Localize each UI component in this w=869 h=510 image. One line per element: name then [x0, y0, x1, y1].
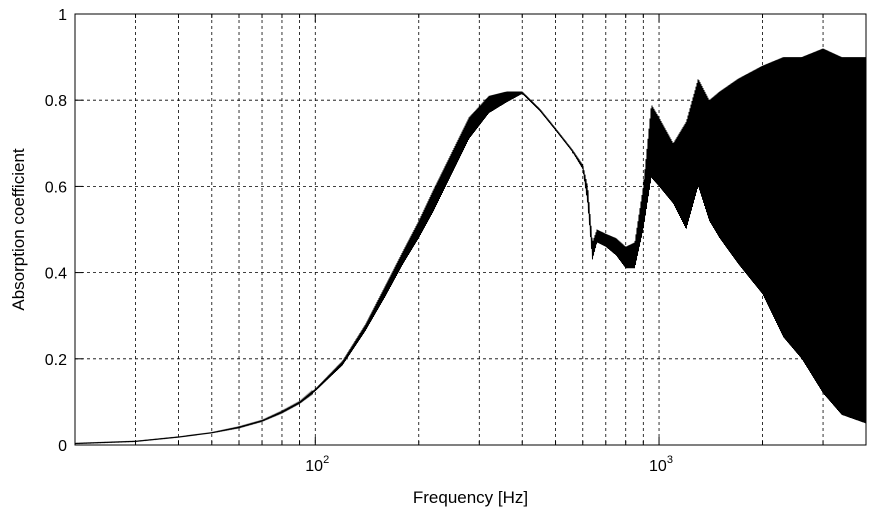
- series-group: [74, 48, 867, 445]
- y-tick-labels: 0 0.2 0.4 0.6 0.8 1: [45, 7, 67, 455]
- x-tick-labels: 102 103: [305, 454, 673, 475]
- y-tick-label: 1: [58, 7, 67, 24]
- absorption-series-line: [74, 48, 867, 445]
- x-tick-label: 102: [305, 454, 329, 475]
- y-tick-label: 0.2: [45, 352, 67, 369]
- y-tick-label: 0.6: [45, 179, 67, 196]
- y-axis-label: Absorption coefficient: [9, 148, 28, 311]
- y-tick-label: 0.8: [45, 93, 67, 110]
- plot-frame: [74, 13, 867, 446]
- x-tick-label: 103: [649, 454, 673, 475]
- tick-marks: [75, 13, 866, 446]
- x-axis-label: Frequency [Hz]: [413, 488, 528, 507]
- y-tick-label: 0.4: [45, 266, 67, 283]
- y-tick-label: 0: [58, 438, 67, 455]
